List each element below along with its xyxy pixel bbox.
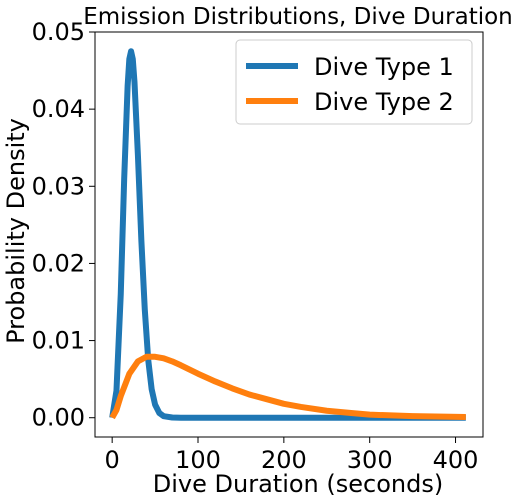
y-axis-label: Probability Density — [2, 118, 30, 344]
x-tick-label: 200 — [261, 446, 307, 474]
x-tick-label: 400 — [433, 446, 479, 474]
y-tick-label: 0.04 — [32, 95, 85, 123]
y-tick-label: 0.00 — [32, 404, 85, 432]
series-layer — [109, 48, 466, 421]
x-tick-label: 300 — [347, 446, 393, 474]
plot-frame — [94, 31, 484, 438]
x-tick-label: 0 — [105, 446, 120, 474]
legend-label-2: Dive Type 2 — [314, 88, 454, 116]
y-tick-label: 0.05 — [32, 18, 85, 46]
legend-label-1: Dive Type 1 — [314, 53, 454, 81]
legend: Dive Type 1 Dive Type 2 — [235, 39, 473, 125]
x-tick-label: 100 — [175, 446, 221, 474]
y-tick-label: 0.01 — [32, 327, 85, 355]
y-tick-label: 0.03 — [32, 172, 85, 200]
chart-title: Emission Distributions, Dive Duration — [83, 4, 513, 30]
series-line-1 — [109, 48, 466, 421]
ticks-layer: 0 100 200 300 400 0.00 0.01 0.02 0.03 0.04 0.05 — [32, 18, 479, 474]
series-line-2 — [109, 353, 466, 420]
y-tick-label: 0.02 — [32, 249, 85, 277]
x-axis-label: Dive Duration (seconds) — [153, 470, 443, 498]
